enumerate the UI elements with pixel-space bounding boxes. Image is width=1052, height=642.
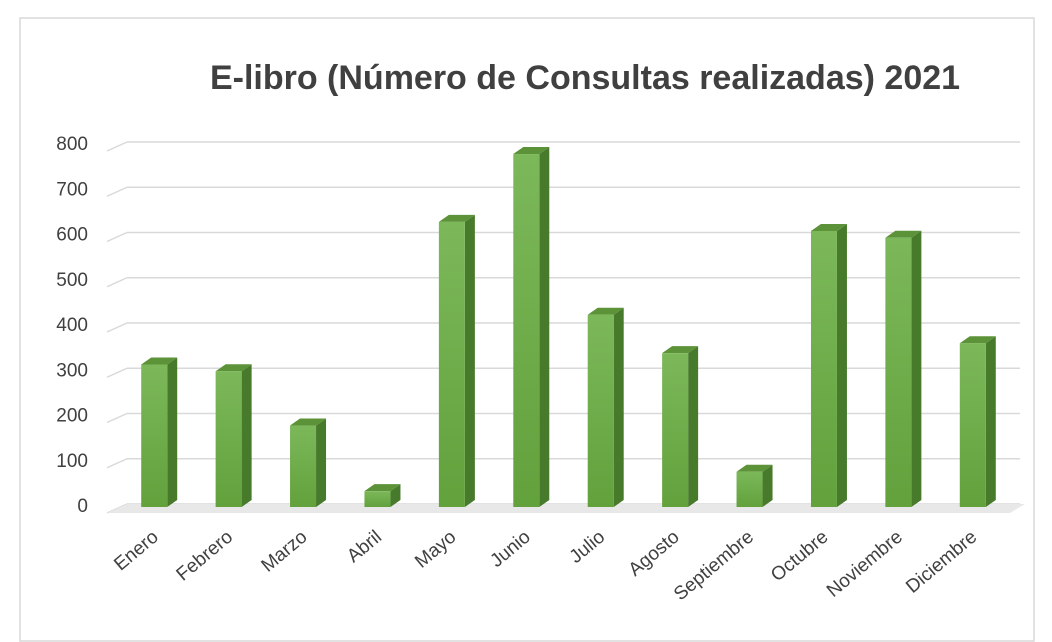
- bar: [364, 491, 391, 507]
- y-tick-label: 600: [56, 225, 88, 246]
- floor: [107, 504, 1025, 513]
- y-tick-label: 100: [56, 451, 88, 472]
- bar: [662, 353, 689, 507]
- bar-side: [390, 484, 401, 507]
- bar: [513, 154, 540, 508]
- grid-line-wall: [106, 277, 128, 288]
- bar-side: [613, 307, 624, 507]
- bar-side: [688, 346, 699, 507]
- bar-side: [762, 464, 773, 507]
- bar-top: [662, 346, 699, 354]
- y-tick-label: 200: [56, 406, 88, 427]
- y-tick-label: 400: [56, 315, 88, 336]
- bar-side: [911, 230, 922, 507]
- grid-line-wall: [106, 367, 128, 378]
- bar-top: [736, 464, 773, 472]
- grid-line-wall: [106, 141, 128, 152]
- bar-top: [885, 230, 922, 238]
- bar-side: [985, 336, 996, 507]
- grid-line-wall: [106, 458, 128, 469]
- bar: [438, 221, 465, 508]
- grid-line-wall: [106, 186, 128, 197]
- grid-line-wall: [106, 412, 128, 424]
- bar-side: [316, 418, 327, 507]
- bar-side: [464, 214, 475, 508]
- bar: [959, 343, 986, 507]
- bar-top: [364, 484, 401, 492]
- bar: [215, 371, 242, 507]
- bar: [290, 425, 317, 507]
- grid-line-wall: [106, 322, 128, 333]
- y-tick-label: 700: [56, 179, 88, 200]
- bar: [141, 364, 168, 507]
- bar: [810, 230, 837, 507]
- bar-top: [959, 336, 996, 344]
- bar-top: [587, 307, 624, 315]
- bar-side: [836, 223, 847, 507]
- chart-title: E-libro (Número de Consultas realizadas)…: [210, 59, 960, 97]
- y-tick-label: 800: [56, 134, 88, 155]
- grid-line-wall: [106, 231, 128, 243]
- bar: [587, 314, 614, 507]
- bar-top: [810, 223, 847, 231]
- bar-side: [167, 357, 178, 507]
- bar-top: [141, 357, 178, 365]
- bar: [736, 471, 763, 507]
- bar-top: [215, 364, 252, 372]
- bar-top: [290, 418, 327, 426]
- bar-top: [513, 147, 550, 155]
- y-tick-label: 0: [77, 496, 88, 517]
- bar-side: [539, 147, 550, 508]
- y-tick-label: 300: [56, 360, 88, 381]
- y-tick-label: 500: [56, 270, 88, 291]
- bar-side: [241, 364, 252, 507]
- bar-top: [438, 214, 475, 222]
- bar: [885, 237, 912, 507]
